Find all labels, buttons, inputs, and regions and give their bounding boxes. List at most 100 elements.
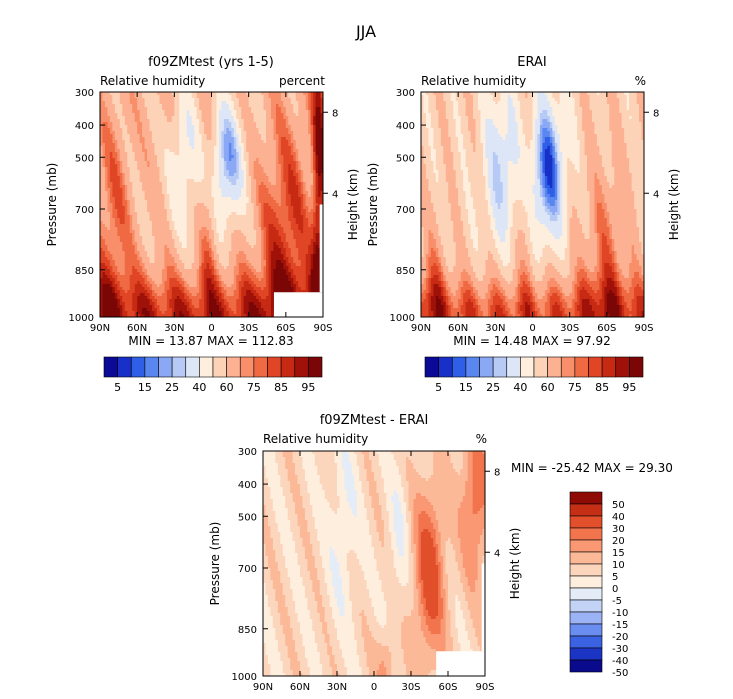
heatmap-cell (298, 164, 302, 168)
heatmap-cell (199, 152, 202, 156)
heatmap-cell (147, 110, 150, 114)
heatmap-cell (273, 224, 277, 228)
heatmap-cell (122, 131, 126, 135)
heatmap-cell (318, 197, 321, 201)
heatmap-cell (223, 179, 227, 183)
heatmap-cell (268, 179, 272, 183)
heatmap-cell (251, 140, 255, 144)
heatmap-cell (154, 161, 158, 165)
heatmap-cell (161, 107, 165, 111)
heatmap-cell (112, 128, 116, 132)
heatmap-cell (209, 188, 212, 192)
heatmap-cell (109, 251, 113, 255)
heatmap-cell (251, 209, 255, 213)
heatmap-cell (206, 110, 210, 114)
heatmap-cell (293, 113, 297, 117)
heatmap-cell (102, 116, 106, 120)
heatmap-cell (226, 191, 230, 195)
heatmap-cell (228, 155, 232, 159)
heatmap-cell (251, 158, 255, 162)
heatmap-cell (109, 173, 113, 177)
heatmap-cell (246, 140, 250, 144)
heatmap-cell (318, 236, 321, 240)
heatmap-cell (169, 257, 173, 261)
heatmap-cell (241, 245, 245, 249)
heatmap-cell (256, 107, 259, 111)
heatmap-cell (149, 233, 153, 237)
heatmap-cell (231, 143, 235, 147)
heatmap-cell (283, 146, 287, 150)
heatmap-cell (166, 128, 170, 132)
heatmap-cell (261, 203, 264, 207)
heatmap-cell (216, 194, 220, 198)
heatmap-cell (156, 155, 160, 159)
heatmap-cell (256, 242, 259, 246)
heatmap-cell (213, 158, 217, 162)
heatmap-cell (196, 236, 200, 240)
heatmap-cell (139, 233, 143, 237)
heatmap-cell (243, 167, 247, 171)
heatmap-cell (303, 194, 307, 198)
heatmap-cell (191, 227, 195, 231)
heatmap-cell (204, 161, 207, 165)
heatmap-cell (283, 182, 287, 186)
heatmap-cell (278, 134, 282, 138)
heatmap-cell (124, 107, 128, 111)
heatmap-cell (243, 92, 247, 96)
heatmap-cell (102, 203, 106, 207)
heatmap-cell (263, 128, 267, 132)
heatmap-cell (228, 122, 232, 126)
heatmap-cell (298, 239, 302, 243)
heatmap-cell (122, 200, 126, 204)
heatmap-cell (241, 248, 245, 252)
heatmap-cell (310, 188, 314, 192)
heatmap-cell (166, 137, 170, 141)
heatmap-cell (290, 242, 294, 246)
heatmap-cell (164, 230, 168, 234)
heatmap-cell (169, 107, 173, 111)
heatmap-cell (278, 164, 282, 168)
heatmap-cell (315, 137, 319, 141)
heatmap-cell (313, 155, 316, 159)
heatmap-cell (186, 254, 190, 258)
heatmap-cell (102, 227, 106, 231)
heatmap-cell (122, 113, 126, 117)
heatmap-cell (270, 110, 274, 114)
heatmap-cell (209, 116, 212, 120)
heatmap-cell (266, 179, 269, 183)
heatmap-cell (258, 131, 262, 135)
heatmap-cell (268, 176, 272, 180)
heatmap-cell (238, 215, 242, 219)
heatmap-cell (273, 191, 277, 195)
heatmap-cell (132, 98, 136, 102)
heatmap-cell (134, 116, 138, 120)
heatmap-cell (300, 107, 304, 111)
heatmap-cell (243, 140, 247, 144)
heatmap-cell (303, 230, 307, 234)
heatmap-cell (216, 155, 220, 159)
heatmap-cell (104, 242, 108, 246)
heatmap-cell (263, 182, 267, 186)
heatmap-cell (189, 143, 193, 147)
heatmap-cell (283, 131, 287, 135)
heatmap-cell (159, 179, 163, 183)
heatmap-cell (127, 251, 131, 255)
heatmap-cell (290, 206, 294, 210)
heatmap-cell (186, 251, 190, 255)
heatmap-cell (171, 161, 175, 165)
heatmap-field (100, 92, 323, 317)
heatmap-cell (233, 233, 237, 237)
heatmap-cell (186, 239, 190, 243)
heatmap-cell (266, 110, 269, 114)
heatmap-cell (251, 134, 255, 138)
heatmap-cell (315, 227, 319, 231)
heatmap-cell (295, 107, 299, 111)
heatmap-cell (216, 143, 220, 147)
heatmap-cell (280, 179, 284, 183)
heatmap-cell (256, 185, 259, 189)
heatmap-cell (209, 152, 212, 156)
heatmap-cell (263, 248, 267, 252)
heatmap-cell (305, 251, 309, 255)
heatmap-cell (243, 122, 247, 126)
heatmap-cell (246, 92, 250, 96)
